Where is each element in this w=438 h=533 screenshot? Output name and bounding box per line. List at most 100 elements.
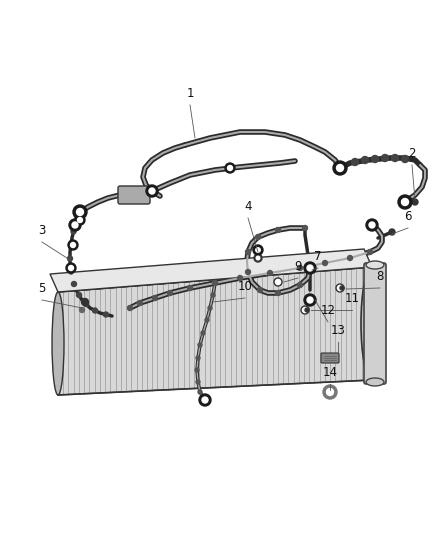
Circle shape — [68, 265, 74, 271]
Circle shape — [213, 281, 217, 285]
Circle shape — [77, 293, 81, 297]
Circle shape — [103, 312, 109, 317]
Text: 6: 6 — [404, 210, 412, 223]
Circle shape — [304, 262, 316, 274]
Circle shape — [187, 286, 192, 290]
Circle shape — [81, 298, 88, 305]
Circle shape — [352, 158, 358, 166]
Circle shape — [340, 286, 344, 290]
Circle shape — [322, 261, 328, 265]
Circle shape — [196, 356, 200, 360]
Circle shape — [256, 248, 260, 252]
Circle shape — [336, 285, 343, 292]
Circle shape — [208, 306, 212, 310]
Circle shape — [80, 308, 85, 312]
Circle shape — [77, 208, 84, 215]
FancyBboxPatch shape — [118, 186, 150, 204]
Ellipse shape — [366, 378, 384, 386]
Text: 8: 8 — [376, 270, 384, 283]
Circle shape — [127, 305, 133, 311]
FancyBboxPatch shape — [364, 263, 386, 384]
Circle shape — [392, 155, 399, 161]
Circle shape — [361, 157, 368, 164]
Circle shape — [205, 318, 209, 322]
Circle shape — [369, 222, 375, 228]
Circle shape — [371, 156, 378, 163]
Circle shape — [366, 219, 378, 231]
Circle shape — [211, 293, 215, 297]
Text: 5: 5 — [38, 282, 46, 295]
Text: 14: 14 — [322, 366, 338, 379]
Ellipse shape — [366, 261, 384, 269]
Circle shape — [237, 276, 243, 280]
Circle shape — [258, 287, 262, 293]
Circle shape — [275, 279, 282, 286]
Circle shape — [198, 390, 202, 394]
Circle shape — [297, 282, 303, 287]
Circle shape — [307, 265, 312, 271]
Circle shape — [73, 205, 87, 219]
Circle shape — [276, 290, 280, 295]
Circle shape — [297, 265, 303, 271]
Circle shape — [303, 225, 307, 230]
Text: 13: 13 — [331, 324, 346, 337]
Circle shape — [92, 308, 98, 313]
Circle shape — [301, 306, 308, 313]
Circle shape — [69, 219, 81, 231]
Circle shape — [84, 302, 88, 306]
Circle shape — [347, 255, 353, 261]
Circle shape — [78, 217, 82, 222]
Circle shape — [146, 185, 158, 197]
Circle shape — [246, 270, 251, 274]
Circle shape — [202, 397, 208, 403]
Text: 2: 2 — [408, 147, 416, 160]
Circle shape — [305, 308, 309, 312]
Circle shape — [68, 269, 74, 274]
Circle shape — [72, 222, 78, 228]
Circle shape — [253, 245, 263, 255]
Circle shape — [333, 161, 347, 175]
Text: 3: 3 — [38, 224, 46, 237]
Circle shape — [402, 156, 409, 163]
Circle shape — [198, 343, 202, 347]
Text: 12: 12 — [321, 304, 336, 317]
FancyBboxPatch shape — [321, 353, 339, 363]
Circle shape — [225, 163, 235, 173]
Circle shape — [227, 166, 233, 171]
Circle shape — [276, 228, 280, 232]
Circle shape — [152, 295, 158, 301]
Circle shape — [71, 229, 76, 234]
Circle shape — [68, 240, 78, 250]
Circle shape — [389, 229, 395, 235]
Circle shape — [367, 249, 372, 254]
Circle shape — [149, 188, 155, 194]
Circle shape — [68, 243, 74, 247]
Circle shape — [381, 155, 389, 161]
Circle shape — [307, 297, 313, 303]
Circle shape — [307, 265, 313, 271]
Circle shape — [199, 394, 211, 406]
Text: 1: 1 — [186, 87, 194, 100]
Circle shape — [256, 256, 260, 260]
Circle shape — [336, 165, 343, 172]
Circle shape — [75, 215, 85, 225]
Circle shape — [402, 198, 409, 206]
Circle shape — [67, 256, 73, 261]
Circle shape — [66, 263, 76, 273]
Circle shape — [71, 281, 77, 287]
Circle shape — [195, 368, 199, 372]
Ellipse shape — [52, 292, 64, 395]
Circle shape — [167, 290, 173, 295]
Circle shape — [246, 249, 251, 254]
Circle shape — [398, 195, 412, 209]
Circle shape — [138, 301, 142, 305]
Circle shape — [212, 280, 218, 286]
Circle shape — [275, 279, 282, 286]
Text: 9: 9 — [294, 260, 302, 273]
Ellipse shape — [361, 267, 383, 380]
Polygon shape — [58, 267, 372, 395]
Circle shape — [326, 389, 333, 395]
Circle shape — [255, 235, 261, 239]
Text: 11: 11 — [345, 292, 360, 305]
Circle shape — [268, 271, 272, 276]
